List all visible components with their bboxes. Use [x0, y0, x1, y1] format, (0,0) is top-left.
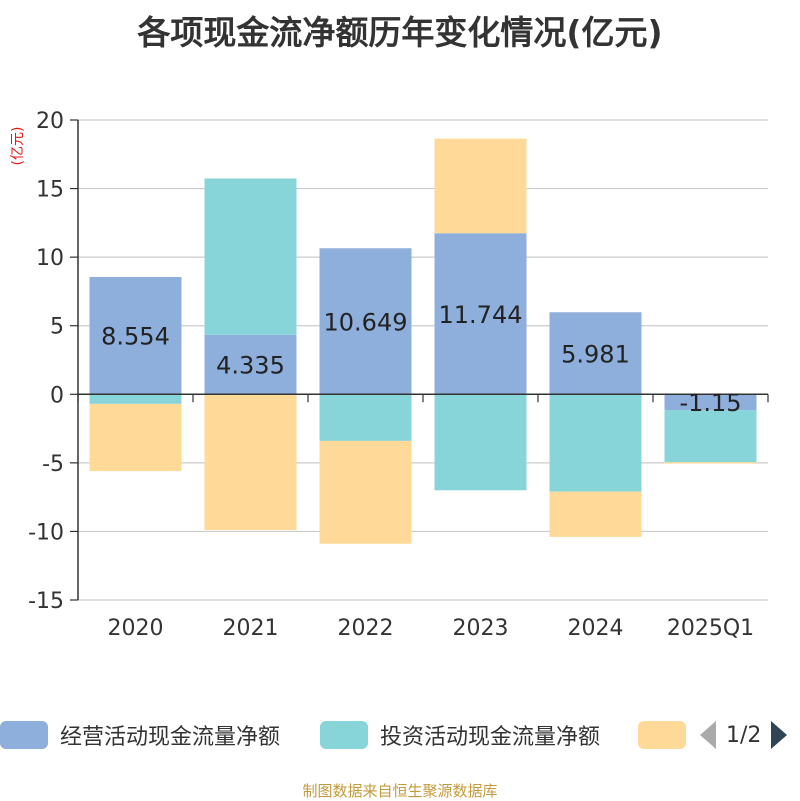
y-axis-unit-label: (亿元) [10, 127, 26, 166]
bar-2022-series-1 [319, 394, 412, 441]
bar-2022-series-2 [319, 440, 412, 544]
bar-2025Q1-series-2 [664, 462, 757, 464]
bar-2020-series-0 [89, 276, 182, 395]
x-tick-label-2021: 2021 [223, 616, 279, 641]
data-label-2024: 5.981 [561, 340, 630, 368]
bar-2023-series-2 [434, 138, 527, 234]
x-tick-label-2022: 2022 [338, 616, 394, 641]
bar-2024-series-1 [549, 394, 642, 492]
legend-item-financing[interactable] [638, 720, 698, 750]
pager-indicator: 1/2 [726, 722, 762, 748]
bar-2022-series-0 [319, 248, 412, 395]
y-tick-label-0: 20 [36, 109, 64, 134]
data-label-2021: 4.335 [216, 352, 285, 380]
y-tick-label-7: -15 [28, 589, 64, 614]
legend: 经营活动现金流量净额 投资活动现金流量净额 1/2 [0, 715, 800, 755]
y-tick-label-6: -10 [28, 520, 64, 545]
grid-layer [78, 119, 768, 601]
legend-item-investing[interactable]: 投资活动现金流量净额 [320, 720, 600, 750]
bar-2020-series-1 [89, 394, 182, 404]
legend-label-investing: 投资活动现金流量净额 [380, 725, 601, 750]
data-label-2022: 10.649 [324, 308, 408, 336]
legend-swatch-financing [638, 721, 686, 749]
legend-pager: 1/2 [700, 720, 788, 750]
source-note: 制图数据来自恒生聚源数据库 [302, 782, 498, 800]
bar-2025Q1-series-1 [664, 410, 757, 463]
x-tick-label-2025Q1: 2025Q1 [667, 616, 754, 641]
chart-area: 20 15 10 5 0 -5 -10 -15 (亿元) 2020 2021 2022 2023 2024… [10, 109, 769, 641]
pager-next-icon[interactable] [771, 721, 788, 749]
legend-label-operating: 经营活动现金流量净额 [60, 725, 281, 750]
bar-2024-series-0 [549, 312, 642, 395]
bar-2023-series-0 [434, 233, 527, 395]
bar-2020-series-2 [89, 403, 182, 472]
x-tick-label-2024: 2024 [568, 616, 624, 641]
legend-item-operating[interactable]: 经营活动现金流量净额 [0, 720, 280, 750]
y-tick-label-5: -5 [42, 452, 64, 477]
data-label-2023: 11.744 [439, 301, 523, 329]
chart-title: 各项现金流净额历年变化情况(亿元) [137, 13, 663, 52]
bar-2021-series-1 [204, 178, 297, 335]
pager-prev-icon[interactable] [700, 721, 716, 749]
data-label-2020: 8.554 [101, 323, 170, 351]
label-layer: 8.554 4.335 10.649 11.744 5.981 -1.15 [101, 301, 741, 417]
y-tick-label-3: 5 [50, 315, 64, 340]
bar-2021-series-2 [204, 394, 297, 531]
y-tick-label-2: 10 [36, 246, 64, 271]
legend-swatch-investing [320, 721, 368, 749]
y-tick-label-1: 15 [36, 178, 64, 203]
bar-layer [89, 138, 757, 544]
bar-2025Q1-series-0 [664, 394, 757, 411]
x-tick-label-2020: 2020 [108, 616, 164, 641]
x-tick-label-2023: 2023 [453, 616, 509, 641]
legend-swatch-operating [0, 721, 48, 749]
bar-2024-series-2 [549, 491, 642, 537]
bar-2023-series-1 [434, 394, 527, 491]
y-tick-label-4: 0 [50, 383, 64, 408]
data-label-2025Q1: -1.15 [679, 389, 741, 417]
bar-2021-series-0 [204, 334, 297, 395]
axis-layer: 20 15 10 5 0 -5 -10 -15 (亿元) 2020 2021 2022 2023 2024… [10, 109, 769, 641]
